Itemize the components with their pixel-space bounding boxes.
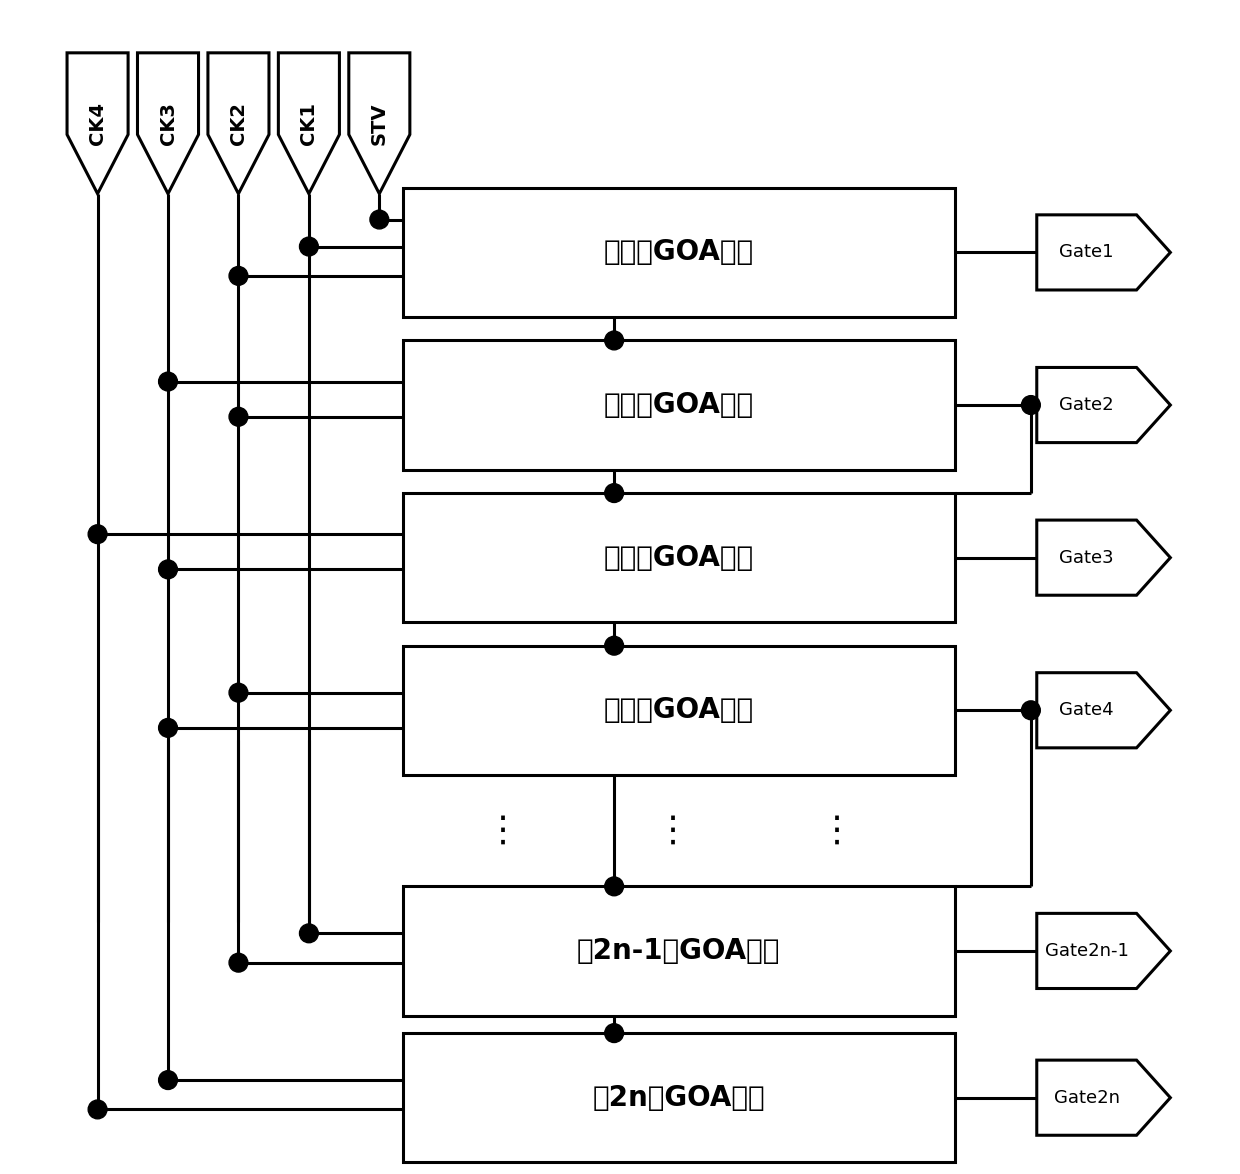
Text: Gate2: Gate2: [1059, 396, 1114, 414]
Circle shape: [1022, 396, 1040, 414]
Text: Gate2n: Gate2n: [1054, 1088, 1120, 1107]
Text: Gate1: Gate1: [1059, 243, 1114, 262]
Circle shape: [605, 484, 624, 502]
Text: CK3: CK3: [159, 102, 177, 144]
Text: 第一级GOA电路: 第一级GOA电路: [604, 238, 754, 266]
Bar: [403, 646, 955, 775]
Polygon shape: [1037, 673, 1171, 748]
Text: CK1: CK1: [299, 102, 319, 144]
Polygon shape: [138, 53, 198, 194]
Text: ⋮: ⋮: [485, 814, 521, 848]
Circle shape: [159, 718, 177, 737]
Text: CK2: CK2: [229, 102, 248, 144]
Bar: [403, 340, 955, 470]
Text: Gate2n-1: Gate2n-1: [1045, 942, 1128, 960]
Text: Gate3: Gate3: [1059, 548, 1114, 567]
Text: ⋮: ⋮: [820, 814, 856, 848]
Circle shape: [605, 1024, 624, 1043]
Circle shape: [229, 683, 248, 702]
Bar: [403, 188, 955, 317]
Text: Gate4: Gate4: [1059, 701, 1114, 720]
Polygon shape: [278, 53, 340, 194]
Circle shape: [605, 877, 624, 896]
Polygon shape: [348, 53, 410, 194]
Text: 第三级GOA电路: 第三级GOA电路: [604, 544, 754, 572]
Bar: [403, 1033, 955, 1162]
Circle shape: [159, 372, 177, 391]
Bar: [403, 886, 955, 1016]
Polygon shape: [1037, 215, 1171, 290]
Polygon shape: [1037, 1060, 1171, 1135]
Text: ⋮: ⋮: [655, 814, 691, 848]
Text: 第二级GOA电路: 第二级GOA电路: [604, 391, 754, 419]
Circle shape: [300, 237, 319, 256]
Polygon shape: [1037, 913, 1171, 989]
Circle shape: [300, 924, 319, 943]
Circle shape: [229, 953, 248, 972]
Circle shape: [159, 1071, 177, 1089]
Text: STV: STV: [370, 102, 389, 144]
Text: 第四级GOA电路: 第四级GOA电路: [604, 696, 754, 724]
Circle shape: [1022, 701, 1040, 720]
Circle shape: [370, 210, 388, 229]
Circle shape: [229, 407, 248, 426]
Polygon shape: [67, 53, 128, 194]
Circle shape: [229, 266, 248, 285]
Text: 第2n级GOA电路: 第2n级GOA电路: [593, 1084, 765, 1112]
Circle shape: [605, 331, 624, 350]
Circle shape: [88, 525, 107, 544]
Circle shape: [88, 1100, 107, 1119]
Polygon shape: [1037, 367, 1171, 443]
Bar: [403, 493, 955, 622]
Circle shape: [605, 636, 624, 655]
Polygon shape: [208, 53, 269, 194]
Text: CK4: CK4: [88, 102, 107, 144]
Circle shape: [159, 560, 177, 579]
Polygon shape: [1037, 520, 1171, 595]
Text: 第2n-1级GOA电路: 第2n-1级GOA电路: [577, 937, 780, 965]
